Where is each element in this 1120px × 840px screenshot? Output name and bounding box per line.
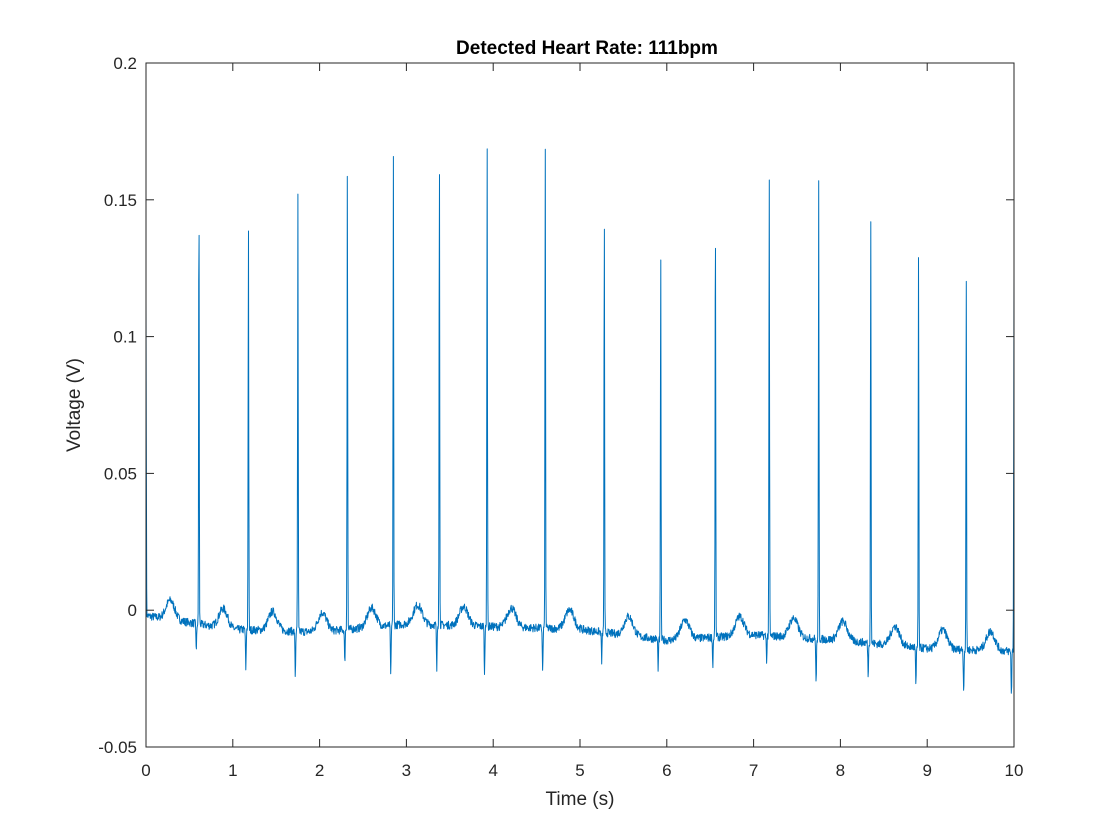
y-axis-title: Voltage (V): [64, 358, 85, 452]
y-axis: -0.05 0 0.05 0.1 0.15 0.2: [98, 54, 1014, 757]
x-tick-label: 4: [488, 761, 497, 780]
chart-title: Detected Heart Rate: 111bpm: [456, 38, 718, 59]
ecg-voltage-line: [146, 148, 1014, 694]
y-tick-label: 0.2: [113, 54, 137, 73]
y-tick-label: 0.1: [113, 328, 137, 347]
x-tick-label: 7: [749, 761, 758, 780]
x-tick-label: 1: [228, 761, 237, 780]
y-tick-label: 0.05: [104, 464, 137, 483]
y-tick-label: -0.05: [98, 738, 137, 757]
y-tick-label: 0.15: [104, 191, 137, 210]
x-tick-label: 5: [575, 761, 584, 780]
x-tick-label: 8: [836, 761, 845, 780]
x-tick-label: 3: [402, 761, 411, 780]
x-tick-label: 0: [141, 761, 150, 780]
y-tick-label: 0: [128, 601, 137, 620]
x-tick-label: 6: [662, 761, 671, 780]
x-tick-label: 10: [1005, 761, 1024, 780]
x-tick-label: 2: [315, 761, 324, 780]
x-axis-title: Time (s): [546, 789, 615, 810]
x-axis: 0 1 2 3 4 5 6 7 8 9 10: [141, 63, 1023, 780]
x-tick-label: 9: [922, 761, 931, 780]
